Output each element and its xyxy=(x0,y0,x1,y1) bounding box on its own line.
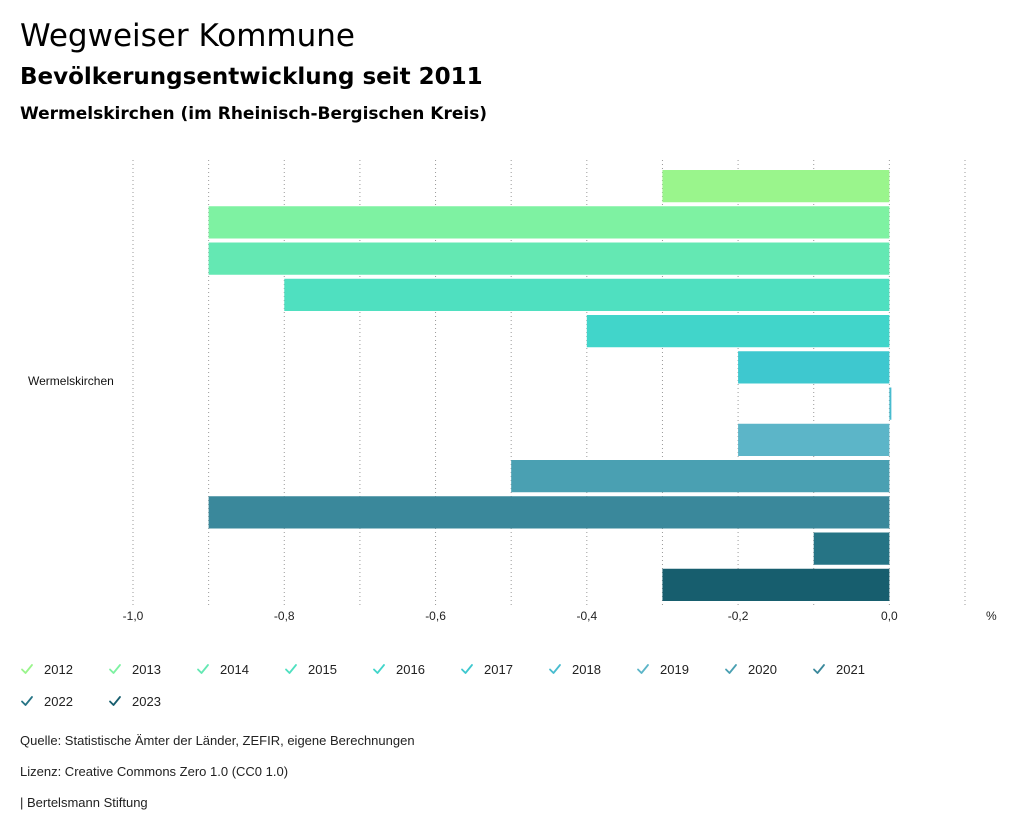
bar-2021[interactable] xyxy=(208,496,890,529)
x-tick-label: 0,0 xyxy=(881,609,898,623)
check-icon xyxy=(109,696,121,706)
bar-2022[interactable] xyxy=(813,532,890,565)
bar-2014[interactable] xyxy=(208,242,890,275)
category-label: Wermelskirchen xyxy=(28,374,114,388)
bar-2016[interactable] xyxy=(586,315,890,348)
bar-2015[interactable] xyxy=(284,278,890,311)
legend-label: 2015 xyxy=(308,661,337,677)
x-tick-label: -0,6 xyxy=(425,609,446,623)
legend-label: 2018 xyxy=(572,661,601,677)
legend-item-2023[interactable]: 2023 xyxy=(108,690,161,712)
page-title: Wegweiser Kommune xyxy=(20,18,355,54)
bar-2012[interactable] xyxy=(662,170,890,203)
unit-label: % xyxy=(986,609,997,623)
legend-item-2022[interactable]: 2022 xyxy=(20,690,73,712)
bar-series xyxy=(208,170,892,601)
x-tick-label: -1,0 xyxy=(123,609,144,623)
legend-label: 2022 xyxy=(44,693,73,709)
check-icon xyxy=(285,664,297,674)
legend-label: 2014 xyxy=(220,661,249,677)
legend-label: 2017 xyxy=(484,661,513,677)
bar-2019[interactable] xyxy=(738,423,890,456)
legend-item-2014[interactable]: 2014 xyxy=(196,658,249,680)
x-tick-label: -0,4 xyxy=(576,609,597,623)
bar-2013[interactable] xyxy=(208,206,890,239)
legend-label: 2020 xyxy=(748,661,777,677)
legend-item-2018[interactable]: 2018 xyxy=(548,658,601,680)
bar-2023[interactable] xyxy=(662,568,890,601)
check-icon xyxy=(637,664,649,674)
x-axis-ticks: -1,0 -0,8 -0,6 -0,4 -0,2 0,0 xyxy=(123,609,898,623)
check-icon xyxy=(549,664,561,674)
check-icon xyxy=(109,664,121,674)
legend-label: 2012 xyxy=(44,661,73,677)
legend-item-2016[interactable]: 2016 xyxy=(372,658,425,680)
legend-label: 2019 xyxy=(660,661,689,677)
bar-2020[interactable] xyxy=(511,460,890,493)
bar-2018[interactable] xyxy=(889,387,892,420)
chart-subtitle: Bevölkerungsentwicklung seit 2011 xyxy=(20,64,483,90)
publisher-note: | Bertelsmann Stiftung xyxy=(20,795,148,810)
x-tick-label: -0,8 xyxy=(274,609,295,623)
license-note: Lizenz: Creative Commons Zero 1.0 (CC0 1… xyxy=(20,764,289,779)
bar-chart: -1,0 -0,8 -0,6 -0,4 -0,2 0,0 Wermelskirchen % xyxy=(28,160,997,623)
check-icon xyxy=(197,664,209,674)
legend-item-2020[interactable]: 2020 xyxy=(724,658,777,680)
source-note: Quelle: Statistische Ämter der Länder, Z… xyxy=(20,733,415,748)
check-icon xyxy=(725,664,737,674)
legend-item-2017[interactable]: 2017 xyxy=(460,658,513,680)
check-icon xyxy=(813,664,825,674)
legend-item-2013[interactable]: 2013 xyxy=(108,658,161,680)
legend-item-2021[interactable]: 2021 xyxy=(812,658,865,680)
legend-item-2012[interactable]: 2012 xyxy=(20,658,73,680)
legend-label: 2016 xyxy=(396,661,425,677)
legend-label: 2021 xyxy=(836,661,865,677)
check-icon xyxy=(21,696,33,706)
bar-2017[interactable] xyxy=(738,351,890,384)
check-icon xyxy=(21,664,33,674)
check-icon xyxy=(373,664,385,674)
legend-label: 2023 xyxy=(132,693,161,709)
legend-item-2015[interactable]: 2015 xyxy=(284,658,337,680)
legend-item-2019[interactable]: 2019 xyxy=(636,658,689,680)
region-label: Wermelskirchen (im Rheinisch-Bergischen … xyxy=(20,104,488,124)
legend-label: 2013 xyxy=(132,661,161,677)
check-icon xyxy=(461,664,473,674)
x-tick-label: -0,2 xyxy=(728,609,749,623)
